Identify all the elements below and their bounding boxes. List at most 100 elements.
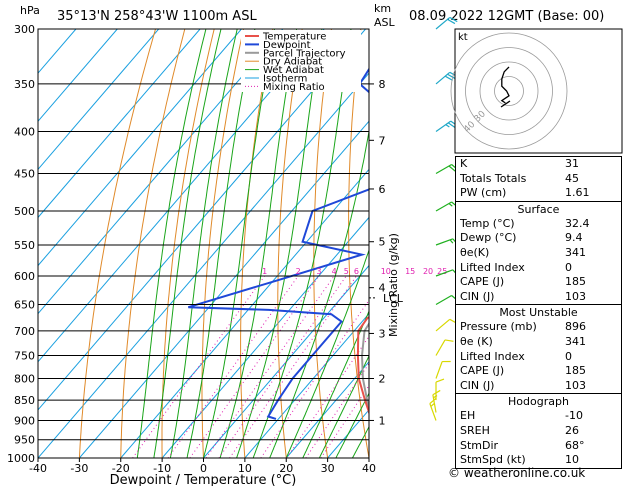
isotherm-line <box>38 29 284 315</box>
wet-adiabat-line <box>269 128 369 458</box>
most-unstable-table: Most Unstable Pressure (mb) 896 θe (K) 341… <box>455 305 622 395</box>
wet-adiabat-line <box>252 29 352 458</box>
surface-row: Lifted Index 0 <box>460 260 572 274</box>
most-unstable-row: Pressure (mb) 896 <box>460 320 586 334</box>
parcel-trajectory-line <box>360 321 369 414</box>
x-tick-label: 0 <box>200 462 207 475</box>
hodograph-row: StmSpd (kt) 10 <box>460 453 579 467</box>
x-tick-label: -20 <box>112 462 130 475</box>
wind-barb-half <box>445 124 450 128</box>
wind-barb-staff <box>435 71 451 85</box>
legend-background <box>241 30 361 92</box>
wind-barb-staff <box>435 339 446 356</box>
axis-layer: 3003504004505005506006507007508008509009… <box>7 23 404 475</box>
mixing-ratio-line <box>167 275 299 458</box>
wet-adiabat-line <box>335 392 369 458</box>
wind-barb <box>429 397 437 421</box>
wind-barbs <box>429 16 459 421</box>
mixing-ratio-label: 6 <box>354 267 359 276</box>
dry-adiabat-line <box>415 29 452 458</box>
surface-row: θe(K) 341 <box>460 245 586 259</box>
surface-row: Dewp (°C) 9.4 <box>460 231 583 245</box>
pressure-tick-label: 650 <box>14 299 35 312</box>
mixing-ratio-label: 15 <box>405 267 415 276</box>
legend-entry: Dry Adiabat <box>263 57 322 68</box>
legend-entry: Parcel Trajectory <box>263 48 346 59</box>
most-unstable-row: CIN (J) 103 <box>460 378 586 392</box>
datetime-title: 08.09.2022 12GMT (Base: 00) <box>409 9 604 24</box>
mixing-ratio-label: 4 <box>332 267 337 276</box>
isotherm-line <box>38 29 118 122</box>
wind-barb <box>435 16 458 30</box>
legend-entry: Isotherm <box>263 74 307 85</box>
weatheronline-credit[interactable]: © weatheronline.co.uk <box>448 466 586 480</box>
hodograph-trace <box>500 66 510 104</box>
pressure-tick-label: 750 <box>14 349 35 362</box>
location-title: 35°13'N 258°43'W 1100m ASL <box>57 9 257 24</box>
wind-barb-staff <box>435 269 454 277</box>
km-tick-label: 2 <box>379 372 386 385</box>
mixing-ratio-line <box>229 275 357 458</box>
hodograph-row: SREH 26 <box>460 423 579 437</box>
dry-adiabat-line <box>120 29 186 458</box>
mixing-ratio-label: 3 <box>316 267 321 276</box>
x-axis-label: Dewpoint / Temperature (°C) <box>110 473 297 486</box>
wind-barb-flag <box>447 73 456 79</box>
wind-barb-flag <box>447 18 456 25</box>
wind-barb-flag <box>447 122 456 129</box>
asl-label: ASL <box>374 16 396 29</box>
most-unstable-title: Most Unstable <box>499 306 578 320</box>
km-tick-label: 8 <box>379 78 386 91</box>
mixing-ratio-label: 25 <box>437 267 447 276</box>
pressure-tick-label: 550 <box>14 239 35 252</box>
most-unstable-row: CAPE (J) 185 <box>460 364 586 378</box>
hpa-label: hPa <box>20 4 40 17</box>
wind-barb-flag <box>429 397 437 405</box>
plot-area: 1 2 3 4 5 6 10 15 20 25 <box>37 28 629 459</box>
pressure-tick-label: 700 <box>14 325 35 338</box>
pressure-tick-label: 600 <box>14 270 35 283</box>
km-tick-label: 7 <box>379 134 386 147</box>
hodograph-row: StmDir 68° <box>460 438 585 452</box>
hodograph-table: Hodograph EH -10 SREH 26 StmDir 68° StmSpd … <box>455 394 622 469</box>
dry-adiabat-line <box>313 29 332 458</box>
wet-adiabat-line <box>302 310 369 458</box>
km-tick-label: 3 <box>379 327 386 340</box>
wind-barb-half <box>430 403 435 407</box>
indices-panel: K 31 Totals Totals 45 PW (cm) 1.61 Surface … <box>455 156 622 469</box>
wind-barb-half <box>448 203 453 207</box>
wind-barb <box>432 389 441 413</box>
dry-adiabat-line <box>625 29 629 458</box>
wind-barb-flag <box>444 75 453 81</box>
isotherm-line <box>38 29 201 219</box>
pressure-tick-label: 450 <box>14 167 35 180</box>
x-tick-label: 10 <box>238 462 252 475</box>
surface-table: Surface Temp (°C) 32.4 Dewp (°C) 9.4 θe(K)… <box>455 201 622 306</box>
mixing-ratio-label: 1 <box>262 267 267 276</box>
x-tick-label: -30 <box>70 462 88 475</box>
index-row-totals: Totals Totals 45 <box>460 171 579 185</box>
wind-barb-half <box>433 395 438 399</box>
wind-barb-staff <box>435 361 443 379</box>
temperature-line <box>356 316 369 416</box>
wind-barb-staff <box>432 394 437 413</box>
stability-indices-table: K 31 Totals Totals 45 PW (cm) 1.61 <box>455 156 622 202</box>
pressure-tick-label: 500 <box>14 205 35 218</box>
legend-entry: Wet Adiabat <box>263 65 324 76</box>
wind-barb-staff <box>429 403 437 421</box>
legend-entry: Dewpoint <box>263 40 311 51</box>
wind-barb-staff <box>435 294 452 306</box>
pressure-tick-label: 800 <box>14 372 35 385</box>
pressure-tick-label: 900 <box>14 414 35 427</box>
hodograph-unit-label: kt <box>458 32 468 43</box>
wind-barb-flag <box>449 16 458 23</box>
pressure-tick-label: 300 <box>14 23 35 36</box>
surface-row: CIN (J) 103 <box>460 289 586 303</box>
km-tick-label: 1 <box>379 414 386 427</box>
wet-adiabat-line <box>136 29 207 458</box>
surface-row: Temp (°C) 32.4 <box>460 216 590 230</box>
pressure-tick-label: 400 <box>14 126 35 139</box>
storm-motion-arrow <box>500 100 511 108</box>
dewpoint-line <box>188 67 369 420</box>
